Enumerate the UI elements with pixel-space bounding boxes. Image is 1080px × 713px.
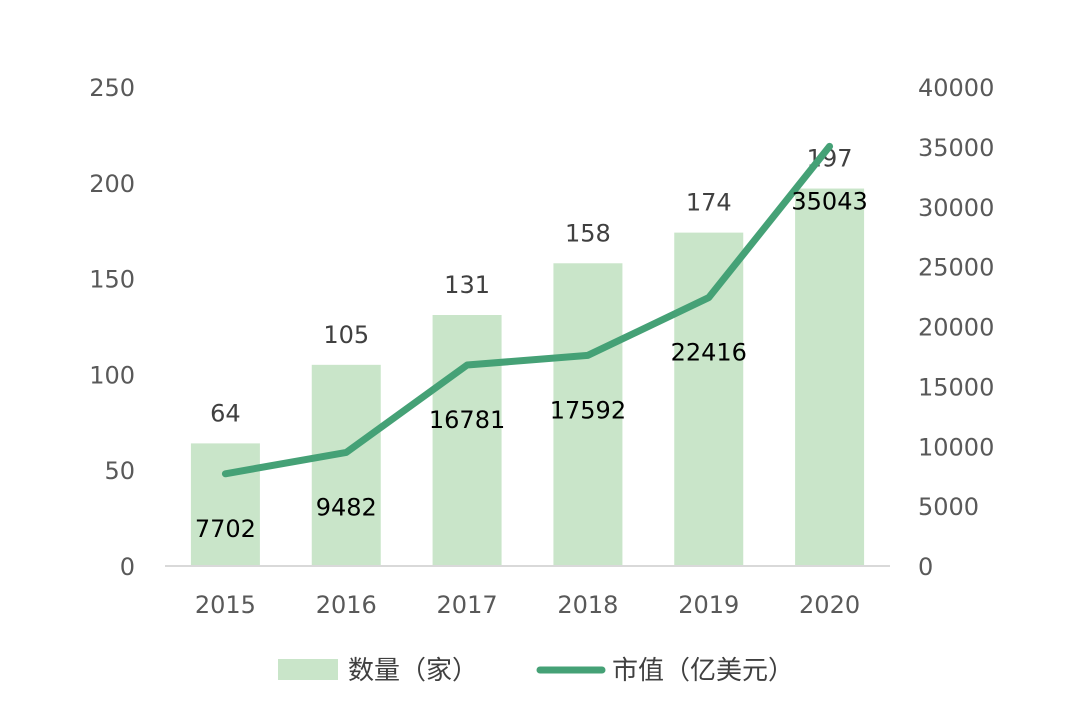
- bar: [553, 263, 623, 566]
- right-tick-label: 40000: [918, 74, 994, 102]
- line-data-label: 35043: [791, 187, 867, 215]
- market-cap-line: [221, 142, 834, 478]
- left-axis-ticks: 0 50 100 150 200 250: [89, 74, 135, 581]
- right-tick-label: 15000: [918, 373, 994, 401]
- x-tick-label: 2018: [557, 591, 618, 619]
- legend: 数量（家） 市值（亿美元）: [278, 656, 794, 686]
- x-tick-label: 2015: [195, 591, 256, 619]
- left-tick-label: 250: [89, 74, 135, 102]
- bar-data-label: 158: [565, 219, 611, 247]
- right-tick-label: 10000: [918, 433, 994, 461]
- right-axis-ticks: 0 5000 10000 15000 20000 25000 30000 35000 40000: [918, 74, 994, 581]
- legend-bar-label: 数量（家）: [348, 656, 478, 686]
- line-data-label: 22416: [671, 339, 747, 367]
- bar: [795, 188, 865, 566]
- right-tick-label: 25000: [918, 254, 994, 282]
- bar: [674, 232, 744, 566]
- x-axis-ticks: 2015 2016 2017 2018 2019 2020: [195, 591, 860, 619]
- bar-series: [190, 188, 865, 566]
- right-tick-label: 20000: [918, 314, 994, 342]
- legend-line-label: 市值（亿美元）: [612, 656, 794, 686]
- left-tick-label: 50: [104, 457, 135, 485]
- bar: [190, 443, 260, 566]
- x-tick-label: 2016: [316, 591, 377, 619]
- right-tick-label: 0: [918, 553, 933, 581]
- line-data-label: 16781: [429, 406, 505, 434]
- right-tick-label: 5000: [918, 493, 979, 521]
- bar-data-label: 105: [323, 321, 369, 349]
- right-tick-label: 30000: [918, 194, 994, 222]
- line-data-labels: 7702 9482 16781 17592 22416 35043: [195, 187, 868, 542]
- bar: [432, 315, 502, 566]
- legend-bar-swatch: [278, 659, 338, 680]
- line-data-label: 7702: [195, 515, 256, 543]
- x-tick-label: 2019: [678, 591, 739, 619]
- left-tick-label: 150: [89, 266, 135, 294]
- x-tick-label: 2017: [437, 591, 498, 619]
- bar-data-label: 174: [686, 189, 732, 217]
- x-tick-label: 2020: [799, 591, 860, 619]
- left-tick-label: 100: [89, 361, 135, 389]
- bar-data-label: 131: [444, 271, 490, 299]
- left-tick-label: 0: [120, 553, 135, 581]
- bar-data-label: 64: [210, 399, 241, 427]
- right-tick-label: 35000: [918, 134, 994, 162]
- left-tick-label: 200: [89, 170, 135, 198]
- line-data-label: 9482: [316, 493, 377, 521]
- bar: [311, 364, 381, 566]
- line-data-label: 17592: [550, 396, 626, 424]
